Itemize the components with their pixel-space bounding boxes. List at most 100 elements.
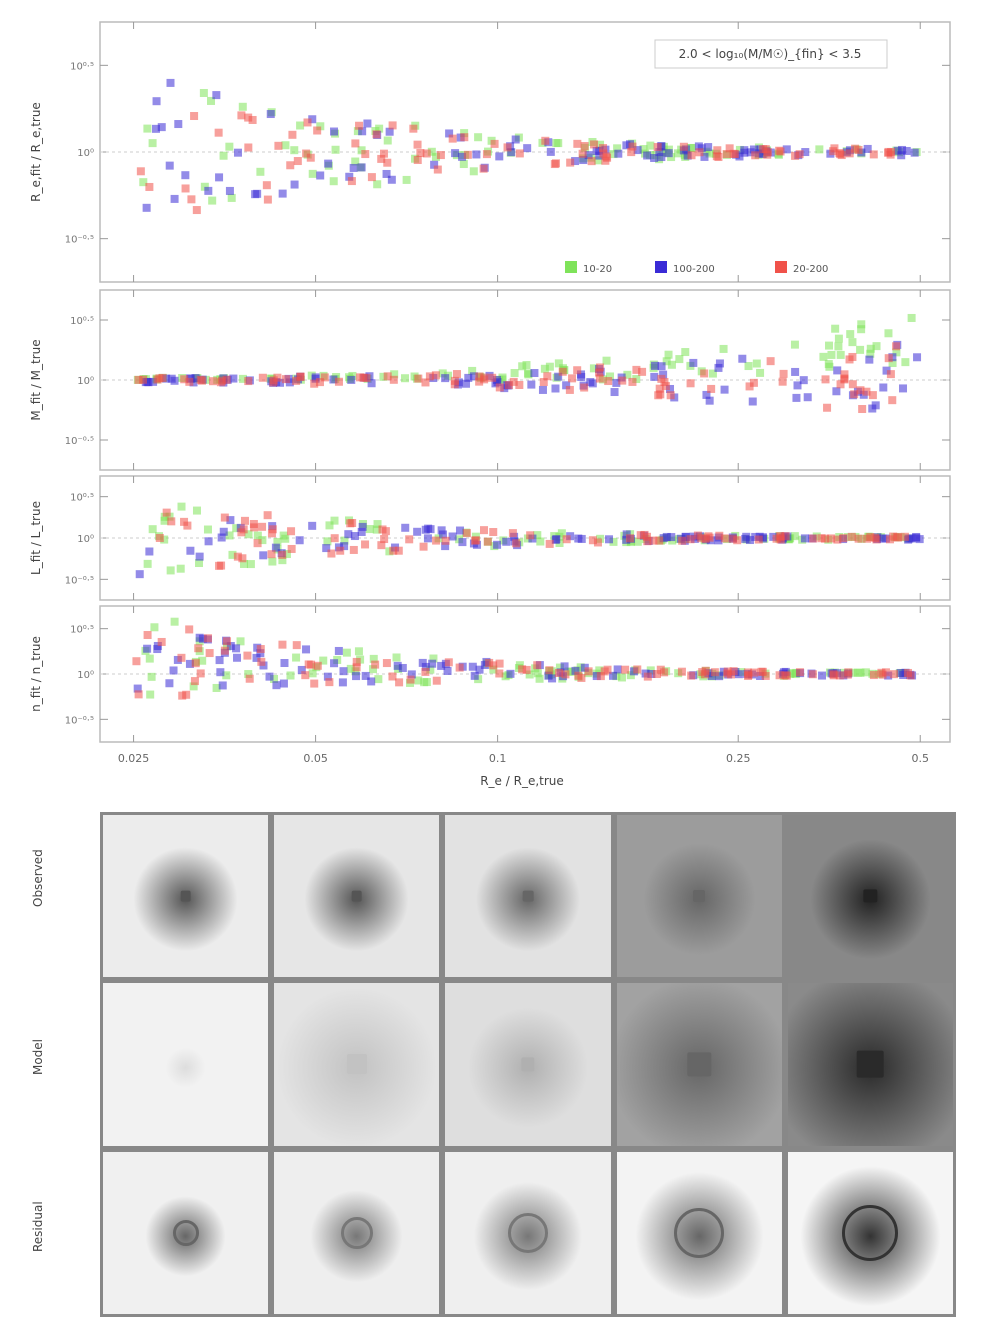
data-point-1 (687, 143, 696, 152)
data-point-1 (857, 325, 866, 334)
data-point-3 (475, 372, 484, 381)
data-point-3 (550, 160, 559, 169)
source-blob (674, 1207, 725, 1258)
data-point-3 (243, 651, 252, 660)
data-point-1 (892, 348, 901, 357)
data-point-3 (588, 536, 597, 545)
data-point-3 (829, 670, 838, 679)
data-point-2 (323, 672, 332, 681)
data-point-2 (868, 404, 877, 413)
data-point-3 (432, 676, 441, 685)
data-point-2 (704, 143, 713, 152)
data-point-1 (208, 196, 217, 205)
data-point-3 (733, 536, 742, 545)
data-point-1 (253, 531, 262, 540)
data-point-2 (418, 658, 427, 667)
data-point-1 (836, 350, 845, 359)
data-point-2 (878, 534, 887, 543)
data-point-3 (421, 667, 430, 676)
data-point-1 (189, 682, 198, 691)
data-point-1 (308, 669, 317, 678)
data-point-2 (428, 659, 437, 668)
data-point-3 (287, 544, 296, 553)
y-tick-label: 10⁰ (77, 148, 94, 159)
data-point-2 (217, 533, 226, 542)
data-point-2 (256, 649, 265, 658)
data-point-2 (157, 123, 166, 132)
source-blob (521, 1057, 535, 1072)
data-point-3 (371, 660, 380, 669)
image-tile-r2-c3 (445, 983, 611, 1146)
data-point-1 (390, 370, 399, 379)
data-point-2 (571, 666, 580, 675)
data-point-1 (268, 557, 277, 566)
data-point-3 (462, 529, 471, 538)
data-point-1 (518, 362, 527, 371)
data-point-3 (512, 539, 521, 548)
data-point-2 (897, 151, 906, 160)
data-point-3 (196, 375, 205, 384)
data-point-3 (625, 534, 634, 543)
data-point-2 (302, 645, 311, 654)
data-point-3 (776, 535, 785, 544)
source-blob (180, 890, 191, 902)
data-point-3 (621, 665, 630, 674)
data-point-3 (758, 667, 767, 676)
data-point-3 (808, 670, 817, 679)
data-point-2 (322, 544, 331, 553)
image-tile-r3-c4 (616, 1151, 782, 1314)
data-point-3 (244, 377, 253, 386)
data-point-3 (262, 181, 271, 190)
data-point-2 (470, 671, 479, 680)
data-point-1 (368, 665, 377, 674)
data-point-2 (538, 385, 547, 394)
data-point-2 (387, 175, 396, 184)
data-point-2 (554, 372, 563, 381)
data-point-1 (296, 121, 305, 130)
data-point-2 (295, 536, 304, 545)
data-point-1 (342, 648, 351, 657)
data-point-1 (244, 670, 253, 679)
data-point-1 (469, 167, 478, 176)
y-tick-label: 10⁻⁰·⁵ (65, 235, 94, 246)
data-point-3 (422, 149, 431, 158)
data-point-1 (510, 369, 519, 378)
data-point-1 (719, 344, 728, 353)
data-point-3 (661, 382, 670, 391)
data-point-2 (803, 393, 812, 402)
data-point-3 (657, 374, 666, 383)
data-point-3 (827, 534, 836, 543)
data-point-3 (900, 532, 909, 541)
data-point-3 (313, 661, 322, 670)
data-point-1 (427, 147, 436, 156)
data-point-1 (681, 348, 690, 357)
data-point-3 (495, 659, 504, 668)
data-point-3 (223, 637, 232, 646)
data-point-1 (354, 647, 363, 656)
data-point-3 (263, 195, 272, 204)
data-point-1 (834, 334, 843, 343)
data-point-2 (421, 662, 430, 671)
data-point-1 (225, 531, 234, 540)
data-point-3 (483, 537, 492, 546)
data-point-1 (675, 355, 684, 364)
data-point-2 (278, 189, 287, 198)
data-point-3 (640, 530, 649, 539)
data-point-3 (320, 373, 329, 382)
data-point-3 (515, 380, 524, 389)
data-point-1 (329, 177, 338, 186)
data-point-3 (761, 671, 770, 680)
data-point-3 (627, 148, 636, 157)
data-point-1 (192, 506, 201, 515)
data-point-2 (662, 532, 671, 541)
data-point-1 (160, 516, 169, 525)
data-point-1 (525, 670, 534, 679)
data-point-3 (303, 118, 312, 127)
data-point-3 (292, 376, 301, 385)
source-blob (863, 889, 878, 903)
data-point-3 (595, 368, 604, 377)
data-point-3 (862, 534, 871, 543)
data-point-3 (441, 536, 450, 545)
data-point-2 (738, 354, 747, 363)
data-point-2 (700, 152, 709, 161)
